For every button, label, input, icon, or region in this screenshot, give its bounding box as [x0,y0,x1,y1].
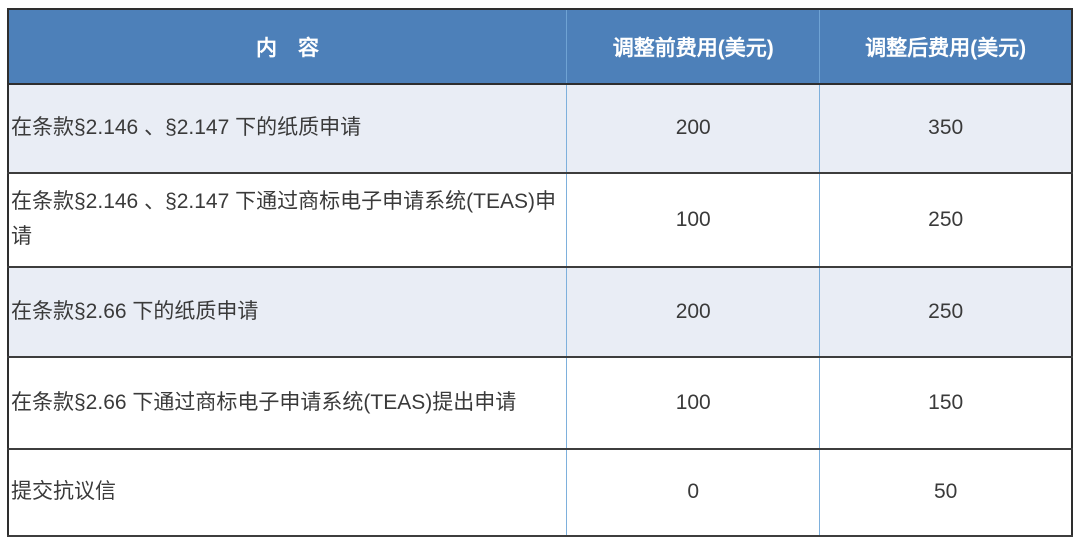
table-row: 提交抗议信 0 50 [7,448,1073,537]
header-cell-fee-after: 调整后费用(美元) [819,9,1073,85]
fee-after-cell: 150 [819,356,1073,450]
fee-after-cell: 350 [819,83,1073,174]
fee-before-cell: 200 [566,83,821,174]
table-row: 在条款§2.146 、§2.147 下通过商标电子申请系统(TEAS)申请 10… [7,172,1073,268]
fee-after-cell: 50 [819,448,1073,537]
header-cell-fee-before: 调整前费用(美元) [566,9,821,85]
trademark-fee-table: 内 容 调整前费用(美元) 调整后费用(美元) 在条款§2.146 、§2.14… [7,8,1073,537]
header-row: 内 容 调整前费用(美元) 调整后费用(美元) [7,9,1073,85]
row-content-cell: 在条款§2.146 、§2.147 下的纸质申请 [7,83,568,174]
table-row: 在条款§2.66 下通过商标电子申请系统(TEAS)提出申请 100 150 [7,356,1073,450]
fee-before-cell: 100 [566,356,821,450]
fee-after-cell: 250 [819,266,1073,358]
row-content-cell: 提交抗议信 [7,448,568,537]
header-cell-content: 内 容 [7,9,568,85]
table-header: 内 容 调整前费用(美元) 调整后费用(美元) [7,9,1073,85]
table-row: 在条款§2.66 下的纸质申请 200 250 [7,266,1073,358]
fee-table-container: 内 容 调整前费用(美元) 调整后费用(美元) 在条款§2.146 、§2.14… [7,8,1073,537]
fee-before-cell: 0 [566,448,821,537]
row-content-cell: 在条款§2.66 下通过商标电子申请系统(TEAS)提出申请 [7,356,568,450]
fee-before-cell: 200 [566,266,821,358]
row-content-cell: 在条款§2.146 、§2.147 下通过商标电子申请系统(TEAS)申请 [7,172,568,268]
fee-before-cell: 100 [566,172,821,268]
table-body: 在条款§2.146 、§2.147 下的纸质申请 200 350 在条款§2.1… [7,83,1073,537]
table-row: 在条款§2.146 、§2.147 下的纸质申请 200 350 [7,83,1073,174]
row-content-cell: 在条款§2.66 下的纸质申请 [7,266,568,358]
fee-after-cell: 250 [819,172,1073,268]
